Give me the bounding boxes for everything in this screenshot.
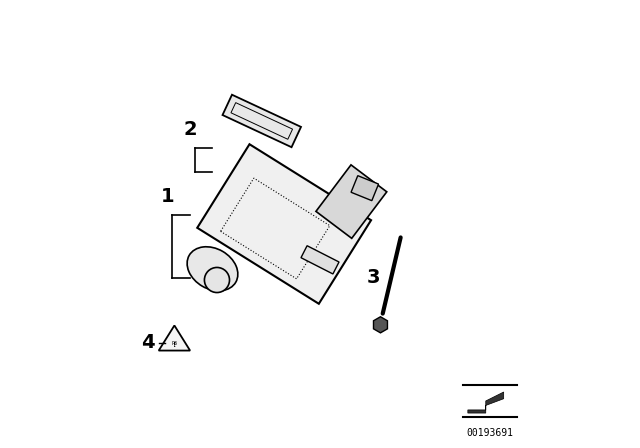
Polygon shape	[374, 317, 387, 333]
Text: 3: 3	[367, 268, 381, 287]
Polygon shape	[197, 144, 371, 304]
Text: Pβ: Pβ	[172, 341, 177, 346]
Polygon shape	[301, 246, 339, 274]
Text: 1: 1	[161, 187, 175, 206]
Polygon shape	[351, 176, 378, 201]
Ellipse shape	[187, 247, 238, 291]
Polygon shape	[223, 95, 301, 147]
Polygon shape	[316, 165, 387, 238]
Text: 2: 2	[183, 120, 197, 139]
Circle shape	[204, 267, 230, 293]
Polygon shape	[468, 392, 504, 413]
Text: !: !	[173, 342, 176, 348]
Text: 00193691: 00193691	[467, 428, 514, 438]
Polygon shape	[159, 325, 190, 351]
Text: 4: 4	[141, 333, 154, 352]
